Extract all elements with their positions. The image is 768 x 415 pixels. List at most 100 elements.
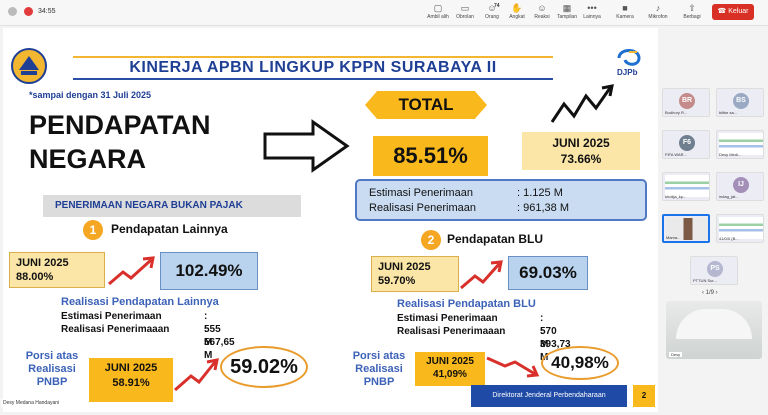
lainnya-estimasi-label: Estimasi Penerimaan [61,311,162,322]
participant-name: Mama... [666,235,681,240]
main-title-line-2: NEGARA [29,144,147,174]
screen-thumbnail [719,217,763,239]
total-realisasi-value: : 961,38 M [517,202,569,214]
more-button[interactable]: ••• Lainnya [577,2,607,20]
share-button[interactable]: ⇧ Berbagi [677,2,707,20]
video-thumbnail [666,218,708,240]
total-juni-label: JUNI 2025 [552,136,610,150]
lainnya-details: Estimasi Penerimaan : 555 M Realisasi Pen… [61,310,235,361]
blu-porsi-label: Porsi atas Realisasi PNBP [345,350,413,389]
blu-porsi-line-1: Porsi atas [352,350,406,362]
lainnya-realisasi-label: Realisasi Penerimaaan [61,324,170,335]
total-value: 85.51% [373,136,488,176]
pager-label: 1/9 [705,290,715,296]
avatar: BR [679,93,695,109]
blu-percent: 69.03% [508,256,588,290]
blu-estimasi-label: Estimasi Penerimaan [397,313,498,324]
shared-slide: KINERJA APBN LINGKUP KPPN SURABAYA II DJ… [3,28,658,412]
lainnya-juni-box: JUNI 2025 88.00% [9,252,105,288]
blu-porsi-line-2: Realisasi [355,363,403,375]
lainnya-porsi-value: 59.02% [220,346,308,388]
blu-estimasi-value: : 570 M [540,313,557,350]
outline-arrow-icon [263,119,350,173]
chat-icon: ▭ [460,3,470,13]
view-button[interactable]: ▦ Tampilan [552,2,582,20]
lainnya-percent: 102.49% [160,252,258,290]
lainnya-porsi-line-1: Porsi atas [25,350,79,362]
djpb-logo-text: DJPb [617,68,638,77]
section-2-title: Pendapatan BLU [447,232,544,246]
red-trend-down-arrow-icon [486,356,540,378]
participant-name: PTTUN Sur... [693,278,717,283]
blu-porsi-line-3: PNBP [363,376,395,388]
participant-name: Desy [669,352,683,357]
total-estimasi-label: Estimasi Penerimaan [369,187,473,199]
view-icon: ▦ [562,3,572,13]
meeting-timer: 34:55 [38,8,56,15]
blu-juni-box: JUNI 2025 59.70% [371,256,459,292]
avatar: F6 [679,135,695,151]
blu-juni-label: JUNI 2025 [378,261,431,273]
participant-name: blitke sa... [719,110,738,115]
mic-button[interactable]: ♪ Mikrofon [643,2,673,20]
kemenkeu-logo [11,48,47,84]
reaction-button[interactable]: ☺ Reaksi [527,2,557,20]
participant-tile[interactable]: BS blitke sa... [716,88,764,117]
participant-tile[interactable]: khotija_kp... [662,172,710,201]
lainnya-estimasi-value: : 555 M [204,311,221,348]
participant-tile[interactable]: Mama... [662,214,710,243]
more-icon: ••• [587,3,597,13]
lainnya-porsi-juni-label: JUNI 2025 [104,362,158,374]
participant-panel: BR Budhory R... BS blitke sa... F6 FIFA … [660,28,768,415]
lainnya-juni-label: JUNI 2025 [16,257,69,269]
camera-button[interactable]: ■ Kamera [610,2,640,20]
total-juni-value: 73.66% [560,152,602,166]
participant-tile[interactable]: IJ indag_jat... [716,172,764,201]
date-note: *sampai dengan 31 Juli 2025 [29,90,152,100]
trend-up-icon [550,84,614,123]
participant-name: 41/0/0 (B... [719,236,739,241]
self-video-tile[interactable]: Desy [666,301,762,359]
participant-pager[interactable]: ‹ 1/9 › [702,290,718,296]
mic-icon: ♪ [655,3,661,13]
chevron-right-icon[interactable]: › [714,290,718,296]
participant-tile[interactable]: PS PTTUN Sur... [690,256,738,285]
section-2-number: 2 [421,230,441,250]
recording-icon [24,7,33,16]
raise-hand-button[interactable]: ✋ Angkat [502,2,532,20]
lainnya-juni-value: 88.00% [16,271,54,283]
participant-tile[interactable]: Desy Medi... [716,130,764,159]
blu-porsi-juni-value: 41,09% [433,369,467,380]
total-banner: TOTAL [365,91,487,119]
avatar: BS [733,93,749,109]
leave-button[interactable]: ☎ Keluar [712,4,754,20]
chevron-left-icon[interactable]: ‹ [702,290,706,296]
take-control-icon: ▢ [433,3,443,13]
avatar: IJ [733,177,749,193]
lainnya-porsi-label: Porsi atas Realisasi PNBP [17,350,87,389]
participant-tile[interactable]: BR Budhory R... [662,88,710,117]
take-control-button[interactable]: ▢ Ambil alih [423,2,453,20]
participant-name: Budhory R... [665,110,688,115]
lainnya-porsi-juni-box: JUNI 2025 58.91% [89,358,173,402]
section-1-number: 1 [83,220,103,240]
red-trend-arrow-icon [460,260,503,290]
chat-button[interactable]: ▭ Obrolan [450,2,480,20]
camera-icon: ■ [622,3,628,13]
participant-tile[interactable]: F6 FIFA WAR... [662,130,710,159]
total-estimasi-value: : 1.125 M [517,187,563,199]
participant-name: khotija_kp... [665,194,687,199]
shield-icon [8,7,17,16]
avatar: PS [707,261,723,277]
raise-hand-icon: ✋ [511,3,523,13]
people-icon: ☺ [487,3,497,13]
total-juni-box: JUNI 2025 73.66% [522,132,640,170]
people-button[interactable]: ☺ 74 Orang [477,2,507,20]
slide-title: KINERJA APBN LINGKUP KPPN SURABAYA II [73,56,553,80]
main-title: PENDAPATAN NEGARA [29,108,211,176]
lainnya-porsi-line-2: Realisasi [28,363,76,375]
section-1-title: Pendapatan Lainnya [111,222,228,236]
participant-tile[interactable]: 41/0/0 (B... [716,214,764,243]
total-estimasi-box: Estimasi Penerimaan: 1.125 M Realisasi P… [355,179,647,221]
blu-porsi-juni-box: JUNI 2025 41,09% [415,352,485,386]
